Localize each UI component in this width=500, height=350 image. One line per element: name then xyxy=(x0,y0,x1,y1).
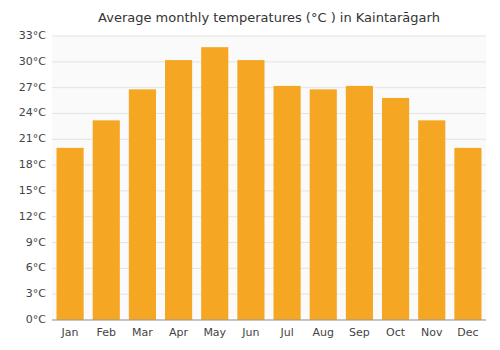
x-tick-label: Dec xyxy=(457,326,478,339)
bar xyxy=(93,120,120,320)
x-tick-label: Jun xyxy=(241,326,259,339)
x-axis-line xyxy=(52,320,486,321)
grid-line xyxy=(52,61,486,62)
bar xyxy=(346,86,373,320)
grid-line xyxy=(52,36,486,37)
x-tick-label: Feb xyxy=(97,326,116,339)
bar xyxy=(237,60,264,320)
y-tick-label: 6°C xyxy=(26,261,46,274)
y-grid xyxy=(52,36,486,320)
y-tick-label: 18°C xyxy=(19,158,46,171)
y-tick-label: 3°C xyxy=(26,287,46,300)
plot-area xyxy=(52,36,486,320)
bar xyxy=(57,148,84,320)
grid-line xyxy=(52,113,486,114)
bar xyxy=(274,86,301,320)
grid-line xyxy=(52,320,486,321)
y-tick-label: 12°C xyxy=(19,210,46,223)
y-tick-label: 0°C xyxy=(26,313,46,326)
bar xyxy=(201,47,228,320)
title: Average monthly temperatures (°C ) in Ka… xyxy=(98,10,440,25)
bar xyxy=(129,89,156,320)
bar xyxy=(382,98,409,320)
y-tick-label: 30°C xyxy=(19,55,46,68)
bar xyxy=(454,148,481,320)
y-tick-label: 33°C xyxy=(19,29,46,42)
x-tick-label: Jul xyxy=(279,326,293,339)
bar xyxy=(418,120,445,320)
y-tick-label: 27°C xyxy=(19,81,46,94)
y-tick-label: 9°C xyxy=(26,236,46,249)
x-tick-label: Oct xyxy=(386,326,406,339)
x-tick-label: Jan xyxy=(61,326,79,339)
x-tick-label: Apr xyxy=(169,326,189,339)
x-tick-label: Nov xyxy=(421,326,443,339)
x-tick-label: Mar xyxy=(132,326,153,339)
y-tick-label: 15°C xyxy=(19,184,46,197)
bars xyxy=(57,47,482,320)
chart: 0°C 3°C 6°C 9°C 12°C 15°C 18°C 21°C 24°C 27°C 30°C… xyxy=(0,0,500,350)
x-tick-label: May xyxy=(203,326,226,339)
bar xyxy=(310,89,337,320)
bar xyxy=(165,60,192,320)
y-tick-label: 21°C xyxy=(19,132,46,145)
x-tick-label: Sep xyxy=(349,326,370,339)
y-tick-label: 24°C xyxy=(19,106,46,119)
grid-line xyxy=(52,87,486,88)
x-tick-label: Aug xyxy=(313,326,334,339)
